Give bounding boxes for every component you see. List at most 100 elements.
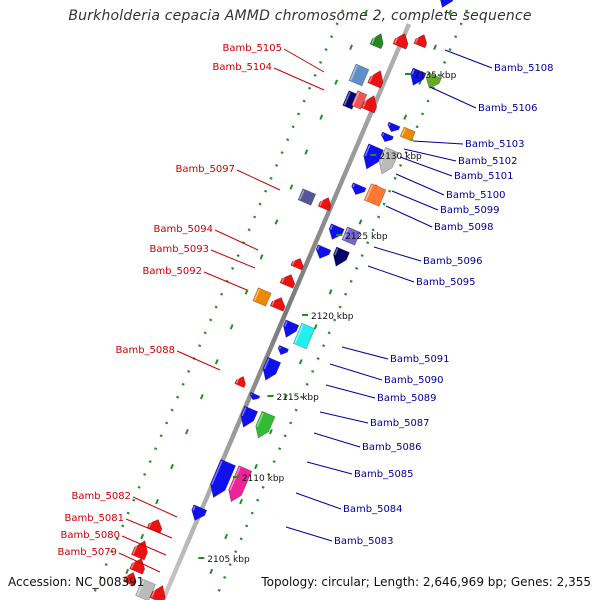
leader-line xyxy=(214,229,259,251)
gene-box[interactable] xyxy=(341,226,361,246)
right-gene-label[interactable]: Bamb_5098 xyxy=(434,222,494,233)
gene-box[interactable] xyxy=(297,188,317,206)
gene-arrow[interactable] xyxy=(240,405,259,428)
gene-arrow[interactable] xyxy=(210,459,236,498)
gene-box[interactable] xyxy=(292,322,316,350)
right-gene-label[interactable]: Bamb_5108 xyxy=(494,63,554,74)
gene-arrow[interactable] xyxy=(363,143,384,170)
right-gene-label[interactable]: Bamb_5106 xyxy=(478,103,538,114)
gene-arrow[interactable] xyxy=(317,197,332,212)
gene-highlight xyxy=(151,584,158,598)
right-gene-label[interactable]: Bamb_5090 xyxy=(384,375,444,386)
gene-arrow[interactable] xyxy=(328,223,345,240)
gene-arrow[interactable] xyxy=(360,95,378,114)
gene-highlight xyxy=(136,580,145,596)
gene-box[interactable] xyxy=(135,578,156,600)
leader-line xyxy=(210,249,256,269)
left-gene-label[interactable]: Bamb_5105 xyxy=(222,43,282,54)
gene-features xyxy=(122,0,455,600)
gene-highlight xyxy=(394,32,401,44)
gene-box[interactable] xyxy=(351,90,368,110)
gene-highlight xyxy=(329,225,333,230)
gene-arrow[interactable] xyxy=(269,297,286,312)
left-gene-label[interactable]: Bamb_5088 xyxy=(115,345,175,356)
gene-arrow[interactable] xyxy=(367,70,384,89)
gene-box[interactable] xyxy=(342,90,359,110)
gene-arrow[interactable] xyxy=(149,585,166,600)
left-gene-label[interactable]: Bamb_5092 xyxy=(142,266,202,277)
leader-line xyxy=(203,271,248,291)
left-gene-label[interactable]: Bamb_5097 xyxy=(175,164,235,175)
left-gene-label[interactable]: Bamb_5104 xyxy=(212,62,272,73)
right-gene-label[interactable]: Bamb_5100 xyxy=(446,190,506,201)
gene-arrow[interactable] xyxy=(369,33,384,50)
left-gene-label[interactable]: Bamb_5094 xyxy=(153,224,213,235)
gene-arrow[interactable] xyxy=(279,274,296,289)
leader-line xyxy=(236,169,281,191)
gene-highlight xyxy=(380,148,388,164)
right-gene-label[interactable]: Bamb_5089 xyxy=(377,393,437,404)
leader-line xyxy=(412,140,464,145)
gene-arrow[interactable] xyxy=(380,131,394,143)
scale-label: 2135 kbp xyxy=(414,71,457,81)
scale-label: 2115 kbp xyxy=(276,393,319,403)
outer-left-tick-track xyxy=(89,9,345,600)
gene-arrow[interactable] xyxy=(122,572,137,587)
leader-line xyxy=(395,173,445,196)
gene-arrow[interactable] xyxy=(387,121,401,133)
gene-arrow[interactable] xyxy=(234,375,246,388)
gene-arrow[interactable] xyxy=(410,67,427,86)
right-gene-label[interactable]: Bamb_5096 xyxy=(423,256,483,267)
leader-line xyxy=(306,461,353,475)
right-gene-label[interactable]: Bamb_5099 xyxy=(440,205,500,216)
gene-highlight xyxy=(299,189,305,200)
left-gene-label[interactable]: Bamb_5080 xyxy=(60,530,120,541)
gene-arrow[interactable] xyxy=(413,34,428,49)
gene-arrow[interactable] xyxy=(333,246,350,267)
gene-highlight xyxy=(130,557,137,569)
gene-arrow[interactable] xyxy=(351,182,367,195)
right-gene-label[interactable]: Bamb_5103 xyxy=(465,139,525,150)
leader-line xyxy=(118,552,161,573)
gene-highlight xyxy=(316,245,320,250)
gene-arrow[interactable] xyxy=(392,33,409,50)
gene-arrow[interactable] xyxy=(255,410,276,439)
gene-highlight xyxy=(250,393,253,396)
gene-arrow[interactable] xyxy=(277,345,289,356)
right-gene-label[interactable]: Bamb_5086 xyxy=(362,442,422,453)
gene-arrow[interactable] xyxy=(283,319,300,338)
right-gene-label[interactable]: Bamb_5083 xyxy=(334,536,394,547)
left-gene-label[interactable]: Bamb_5081 xyxy=(64,513,124,524)
gene-arrow[interactable] xyxy=(315,244,332,259)
leader-line xyxy=(341,346,389,360)
right-gene-label[interactable]: Bamb_5102 xyxy=(458,156,518,167)
right-gene-label[interactable]: Bamb_5101 xyxy=(454,171,514,182)
left-gene-label[interactable]: Bamb_5093 xyxy=(149,244,209,255)
gene-highlight xyxy=(256,412,264,428)
gene-box[interactable] xyxy=(399,126,416,142)
gene-arrow[interactable] xyxy=(440,0,455,8)
gene-arrow[interactable] xyxy=(262,356,282,381)
gene-arrow[interactable] xyxy=(249,391,261,401)
gene-box[interactable] xyxy=(348,63,370,87)
left-gene-label[interactable]: Bamb_5082 xyxy=(71,491,131,502)
leader-line xyxy=(444,49,493,69)
right-gene-label[interactable]: Bamb_5084 xyxy=(343,504,403,515)
gene-arrow[interactable] xyxy=(228,465,253,503)
leader-line xyxy=(403,148,457,162)
left-gene-label[interactable]: Bamb_5079 xyxy=(57,547,117,558)
gene-arrow[interactable] xyxy=(425,72,442,89)
gene-box[interactable] xyxy=(363,183,387,207)
right-gene-label[interactable]: Bamb_5087 xyxy=(370,418,430,429)
gene-arrow[interactable] xyxy=(290,258,304,271)
leader-line xyxy=(373,246,422,262)
gene-box[interactable] xyxy=(252,287,272,307)
right-gene-label[interactable]: Bamb_5091 xyxy=(390,354,450,365)
gene-arrow[interactable] xyxy=(378,146,399,175)
right-gene-label[interactable]: Bamb_5085 xyxy=(354,469,414,480)
gene-highlight xyxy=(426,74,431,79)
gene-arrow[interactable] xyxy=(191,504,208,521)
gene-highlight xyxy=(294,324,304,344)
right-gene-label[interactable]: Bamb_5095 xyxy=(416,277,476,288)
